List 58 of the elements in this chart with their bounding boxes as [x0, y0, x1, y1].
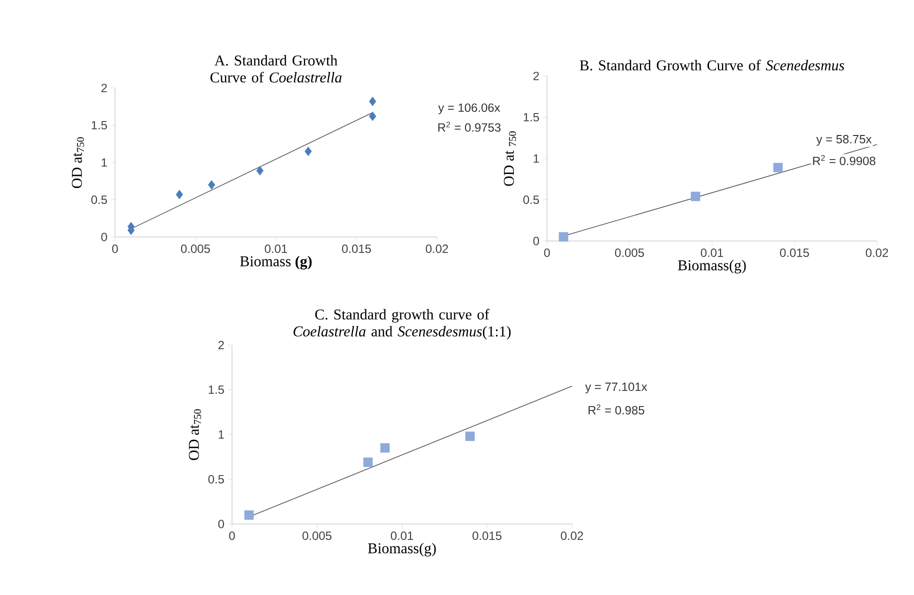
- y-axis-title: OD at$_{750}$: [188, 409, 202, 460]
- y-tick-label: 2: [533, 72, 539, 80]
- y-tick-label: 2: [218, 340, 224, 350]
- x-tick-label: 0.005: [181, 244, 210, 253]
- y-tick-label: 1.5: [524, 113, 539, 122]
- point: [369, 112, 376, 122]
- y-tick-label: 1.5: [208, 386, 224, 394]
- point: [558, 232, 568, 242]
- y-tick-label: 1.5: [92, 121, 107, 130]
- x-tick-label: 0.02: [426, 244, 448, 253]
- x-tick-label: 0.015: [342, 244, 371, 253]
- y-axis-title: OD at $_{750}$: [504, 131, 516, 186]
- text: y = 106.06x: [438, 103, 500, 114]
- point: [690, 192, 700, 202]
- x-tick-label: 0.02: [866, 248, 888, 257]
- point: [208, 180, 216, 190]
- y-tick-label: 0.5: [523, 196, 539, 204]
- annotation: y = 58.75x: [816, 134, 872, 146]
- x-axis-title: Biomass(g): [678, 260, 746, 274]
- point: [304, 146, 312, 156]
- point: [256, 166, 264, 176]
- point: [244, 510, 254, 520]
- x-tick-label: 0.01: [264, 244, 288, 253]
- point: [363, 458, 373, 467]
- y-axis-title: OD at$_{750}$: [72, 137, 84, 188]
- x-tick-label: 0.015: [780, 248, 809, 257]
- x-tick-label: 0.01: [390, 532, 414, 540]
- y-tick-label: 0: [533, 236, 540, 246]
- x-tick-label: 0.01: [700, 248, 724, 257]
- point: [773, 162, 783, 172]
- x-tick-label: 0: [544, 248, 550, 257]
- chart-title: C. Standard growth curve of Coelastrella and Scenesdesmus(1:1): [294, 308, 511, 340]
- x-tick-label: 0.02: [560, 532, 584, 540]
- x-tick-label: 0.005: [615, 248, 644, 257]
- y-tick-label: 1: [534, 154, 539, 163]
- x-axis-title: Biomass (g): [240, 256, 312, 270]
- y-tick-label: 1: [218, 430, 224, 439]
- y-tick-label: 0.5: [91, 196, 107, 204]
- x-tick-label: 0: [112, 244, 118, 253]
- text: R$^{2}$ = 0.985: [588, 404, 644, 414]
- y-tick-label: 0: [218, 520, 224, 528]
- point: [465, 432, 475, 441]
- y-tick-label: 0: [101, 232, 108, 242]
- chart-title: A. Standard Growth Curve of Coelastrella: [210, 55, 342, 82]
- point: [176, 190, 183, 200]
- x-tick-label: 0.015: [472, 532, 502, 540]
- x-tick-label: 0.005: [302, 532, 332, 540]
- y-tick-label: 0.5: [208, 475, 224, 484]
- text: R$^{2}$ = 0.9753: [438, 122, 501, 132]
- point: [369, 96, 376, 106]
- x-axis-title: Biomass(g): [368, 542, 436, 556]
- text: y = 77.101x: [585, 382, 648, 394]
- chart-title: B. Standard Growth Curve of Scenedesmus: [580, 60, 844, 71]
- y-tick-label: 2: [101, 84, 107, 92]
- y-tick-label: 1: [102, 158, 107, 167]
- point: [380, 443, 390, 453]
- x-tick-label: 0: [229, 532, 235, 540]
- annotation: R$^{2}$ = 0.9908: [813, 155, 876, 166]
